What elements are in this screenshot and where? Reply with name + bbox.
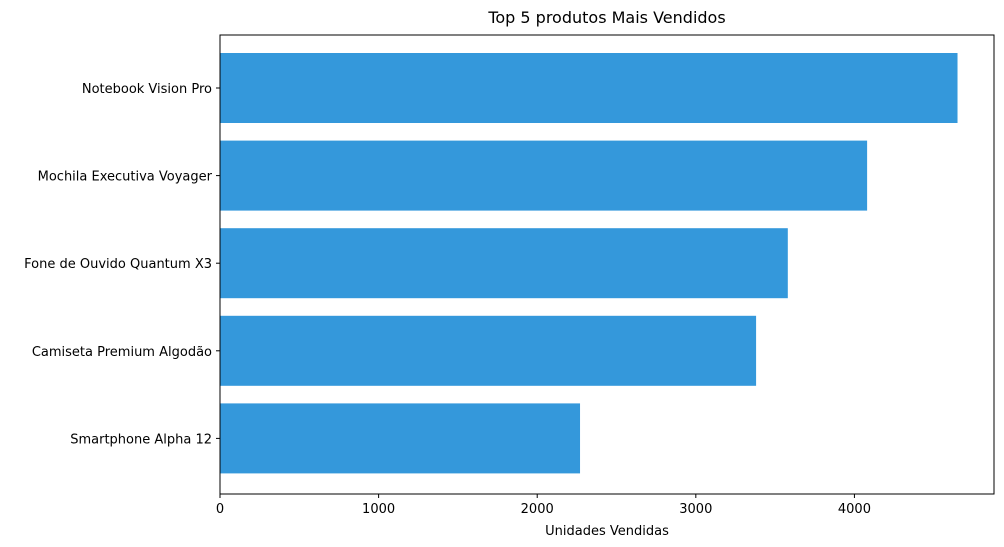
x-tick-label: 0 (216, 502, 224, 517)
y-tick-label: Camiseta Premium Algodão (32, 345, 212, 360)
x-tick-label: 2000 (521, 502, 554, 517)
bar-3 (220, 315, 757, 386)
plot-frame (219, 34, 995, 495)
y-axis-ticks: Notebook Vision Pro Mochila Executiva Voy… (24, 82, 220, 447)
x-tick-label: 3000 (679, 502, 712, 517)
bar-0 (220, 53, 958, 123)
y-tick-label: Smartphone Alpha 12 (70, 432, 212, 447)
axes-border (219, 34, 995, 495)
chart-title: Top 5 produtos Mais Vendidos (487, 8, 725, 27)
x-axis-label: Unidades Vendidas (545, 524, 669, 539)
y-tick-label: Mochila Executiva Voyager (38, 170, 213, 185)
bar-1 (220, 140, 868, 211)
x-axis-ticks: 0 1000 2000 3000 4000 (216, 494, 871, 517)
x-tick-label: 4000 (838, 502, 871, 517)
y-tick-label: Fone de Ouvido Quantum X3 (24, 257, 212, 272)
y-tick-label: Notebook Vision Pro (82, 82, 212, 97)
x-tick-label: 1000 (362, 502, 395, 517)
bar-2 (220, 228, 788, 299)
bar-4 (220, 403, 581, 474)
bars-group (220, 53, 958, 474)
